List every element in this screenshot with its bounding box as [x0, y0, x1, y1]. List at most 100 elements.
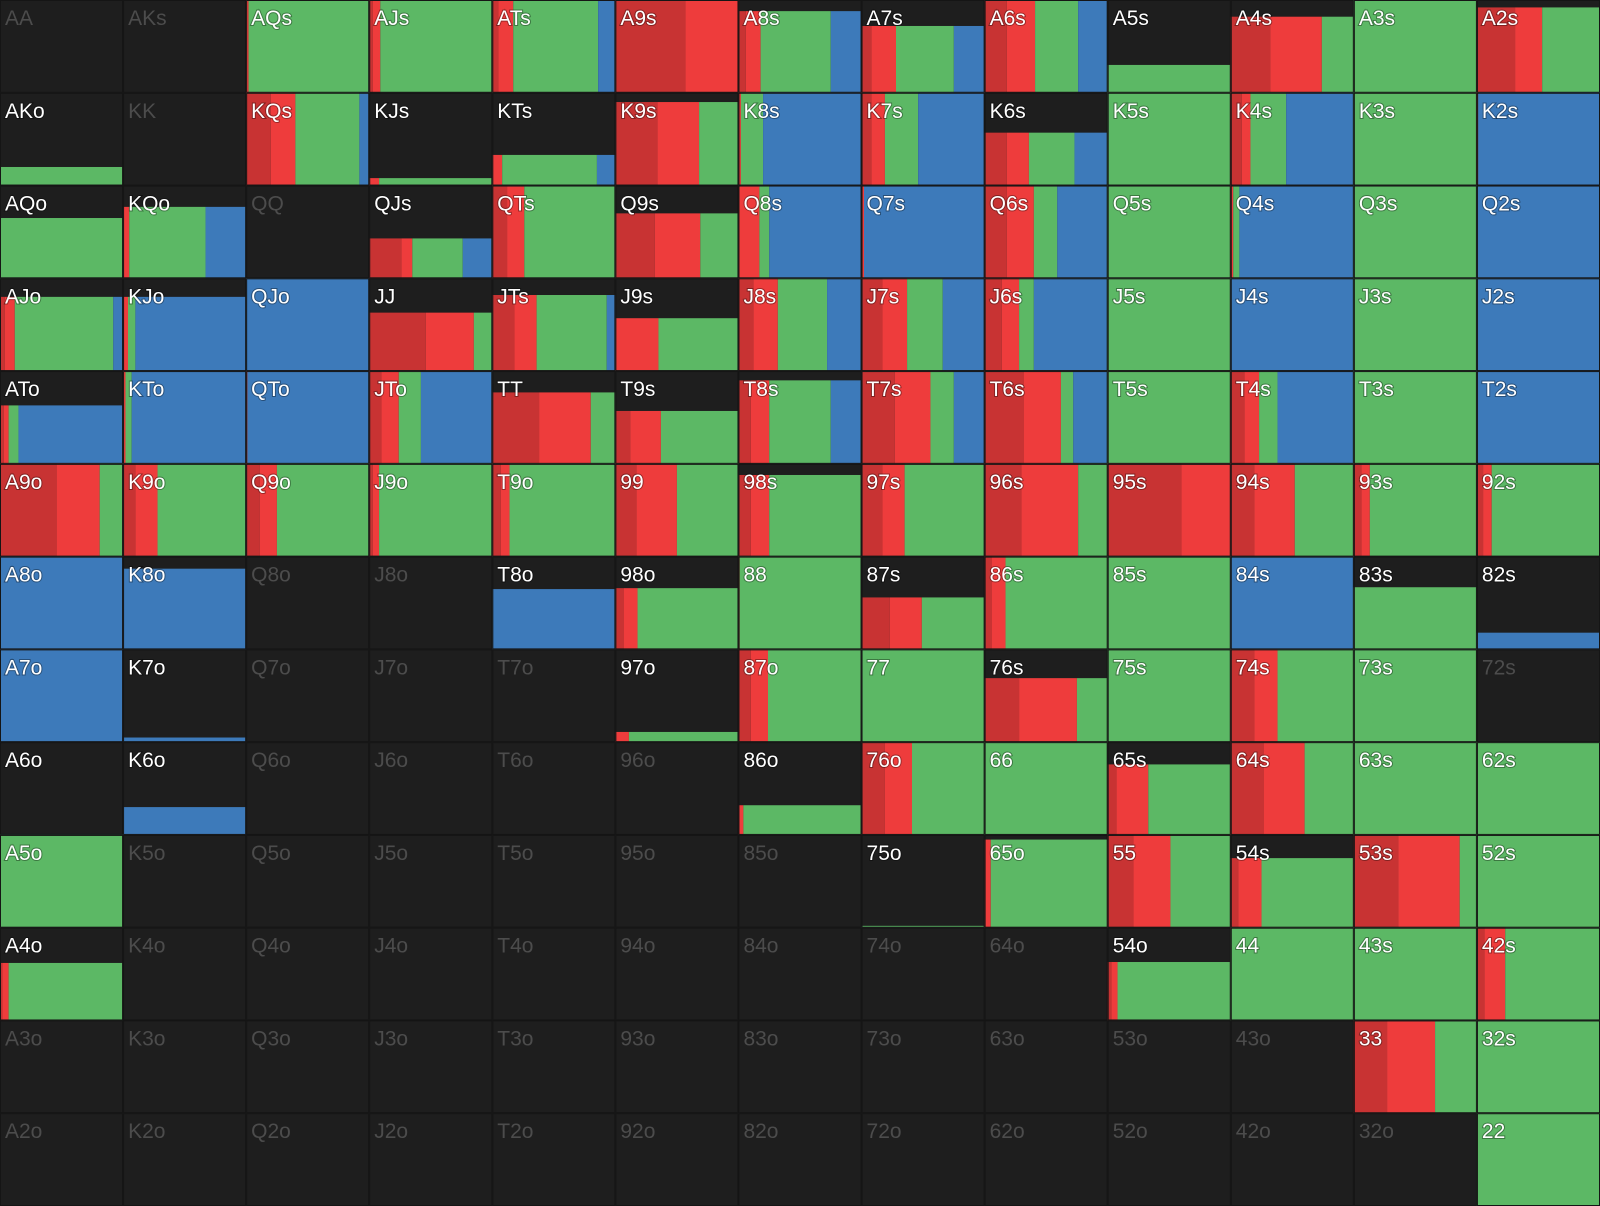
hand-cell[interactable]: T3s — [1353, 371, 1477, 464]
hand-cell[interactable]: JTs — [492, 278, 616, 372]
hand-cell[interactable]: K2s — [1476, 92, 1600, 186]
hand-cell[interactable]: K8s — [738, 92, 862, 186]
hand-cell[interactable]: 86o — [738, 742, 862, 835]
hand-cell[interactable]: 54o — [1107, 927, 1231, 1021]
hand-cell[interactable]: KQo — [123, 185, 247, 279]
hand-cell[interactable]: QTs — [492, 185, 616, 279]
hand-cell[interactable]: KJs — [369, 92, 493, 186]
hand-cell[interactable]: 65o — [984, 834, 1108, 928]
hand-cell[interactable]: 94s — [1230, 463, 1354, 557]
hand-cell[interactable]: Q8o — [246, 556, 370, 650]
hand-cell[interactable]: 74s — [1230, 649, 1354, 743]
hand-cell[interactable]: Q6o — [246, 742, 370, 835]
hand-cell[interactable]: 62o — [984, 1113, 1108, 1206]
hand-cell[interactable]: 85o — [738, 834, 862, 928]
hand-cell[interactable]: KTo — [123, 371, 247, 464]
hand-cell[interactable]: J2o — [369, 1113, 493, 1206]
hand-cell[interactable]: 32o — [1353, 1113, 1477, 1206]
hand-cell[interactable]: 32s — [1476, 1020, 1600, 1114]
hand-cell[interactable]: J8o — [369, 556, 493, 650]
hand-cell[interactable]: K5s — [1107, 92, 1231, 186]
hand-cell[interactable]: K9s — [615, 92, 739, 186]
hand-cell[interactable]: 55 — [1107, 834, 1231, 928]
hand-cell[interactable]: J8s — [738, 278, 862, 372]
hand-cell[interactable]: 82s — [1476, 556, 1600, 650]
hand-cell[interactable]: 76o — [861, 742, 985, 835]
hand-cell[interactable]: 93s — [1353, 463, 1477, 557]
hand-cell[interactable]: A7o — [0, 649, 124, 743]
hand-cell[interactable]: 84s — [1230, 556, 1354, 650]
hand-cell[interactable]: T3o — [492, 1020, 616, 1114]
hand-cell[interactable]: Q7o — [246, 649, 370, 743]
hand-cell[interactable]: T2s — [1476, 371, 1600, 464]
hand-cell[interactable]: 43o — [1230, 1020, 1354, 1114]
hand-cell[interactable]: QQ — [246, 185, 370, 279]
hand-cell[interactable]: T7o — [492, 649, 616, 743]
hand-cell[interactable]: 75o — [861, 834, 985, 928]
hand-cell[interactable]: Q9o — [246, 463, 370, 557]
hand-cell[interactable]: ATo — [0, 371, 124, 464]
hand-cell[interactable]: JJ — [369, 278, 493, 372]
hand-cell[interactable]: A9o — [0, 463, 124, 557]
hand-cell[interactable]: 64o — [984, 927, 1108, 1021]
hand-cell[interactable]: A2o — [0, 1113, 124, 1206]
hand-cell[interactable]: A6o — [0, 742, 124, 835]
hand-cell[interactable]: Q5o — [246, 834, 370, 928]
hand-cell[interactable]: J9s — [615, 278, 739, 372]
hand-cell[interactable]: J2s — [1476, 278, 1600, 372]
hand-cell[interactable]: KK — [123, 92, 247, 186]
hand-cell[interactable]: KJo — [123, 278, 247, 372]
hand-cell[interactable]: QJs — [369, 185, 493, 279]
hand-cell[interactable]: K7o — [123, 649, 247, 743]
hand-cell[interactable]: A6s — [984, 0, 1108, 93]
hand-cell[interactable]: J6o — [369, 742, 493, 835]
hand-cell[interactable]: Q2s — [1476, 185, 1600, 279]
hand-cell[interactable]: J3o — [369, 1020, 493, 1114]
hand-cell[interactable]: 64s — [1230, 742, 1354, 835]
hand-cell[interactable]: 85s — [1107, 556, 1231, 650]
hand-cell[interactable]: 83o — [738, 1020, 862, 1114]
hand-cell[interactable]: 86s — [984, 556, 1108, 650]
hand-cell[interactable]: 72s — [1476, 649, 1600, 743]
hand-cell[interactable]: Q2o — [246, 1113, 370, 1206]
hand-cell[interactable]: T5o — [492, 834, 616, 928]
hand-cell[interactable]: A8o — [0, 556, 124, 650]
hand-cell[interactable]: AQo — [0, 185, 124, 279]
hand-cell[interactable]: AQs — [246, 0, 370, 93]
hand-cell[interactable]: Q3s — [1353, 185, 1477, 279]
hand-cell[interactable]: J7o — [369, 649, 493, 743]
hand-cell[interactable]: 72o — [861, 1113, 985, 1206]
hand-cell[interactable]: K8o — [123, 556, 247, 650]
hand-cell[interactable]: 44 — [1230, 927, 1354, 1021]
hand-cell[interactable]: KQs — [246, 92, 370, 186]
hand-cell[interactable]: 92o — [615, 1113, 739, 1206]
hand-cell[interactable]: A3o — [0, 1020, 124, 1114]
hand-cell[interactable]: JTo — [369, 371, 493, 464]
hand-cell[interactable]: T9o — [492, 463, 616, 557]
hand-cell[interactable]: J4o — [369, 927, 493, 1021]
hand-cell[interactable]: Q9s — [615, 185, 739, 279]
hand-cell[interactable]: K4o — [123, 927, 247, 1021]
hand-cell[interactable]: 88 — [738, 556, 862, 650]
hand-cell[interactable]: A3s — [1353, 0, 1477, 93]
hand-cell[interactable]: A2s — [1476, 0, 1600, 93]
hand-cell[interactable]: ATs — [492, 0, 616, 93]
hand-cell[interactable]: 97o — [615, 649, 739, 743]
hand-cell[interactable]: K4s — [1230, 92, 1354, 186]
hand-cell[interactable]: Q3o — [246, 1020, 370, 1114]
hand-cell[interactable]: 82o — [738, 1113, 862, 1206]
hand-cell[interactable]: 73s — [1353, 649, 1477, 743]
hand-cell[interactable]: A5o — [0, 834, 124, 928]
hand-cell[interactable]: T9s — [615, 371, 739, 464]
hand-cell[interactable]: 52s — [1476, 834, 1600, 928]
hand-cell[interactable]: 42s — [1476, 927, 1600, 1021]
hand-cell[interactable]: Q4o — [246, 927, 370, 1021]
hand-cell[interactable]: T6s — [984, 371, 1108, 464]
hand-cell[interactable]: Q4s — [1230, 185, 1354, 279]
hand-cell[interactable]: K3o — [123, 1020, 247, 1114]
hand-cell[interactable]: 94o — [615, 927, 739, 1021]
hand-cell[interactable]: 42o — [1230, 1113, 1354, 1206]
hand-cell[interactable]: 87o — [738, 649, 862, 743]
hand-cell[interactable]: 76s — [984, 649, 1108, 743]
hand-cell[interactable]: 95s — [1107, 463, 1231, 557]
